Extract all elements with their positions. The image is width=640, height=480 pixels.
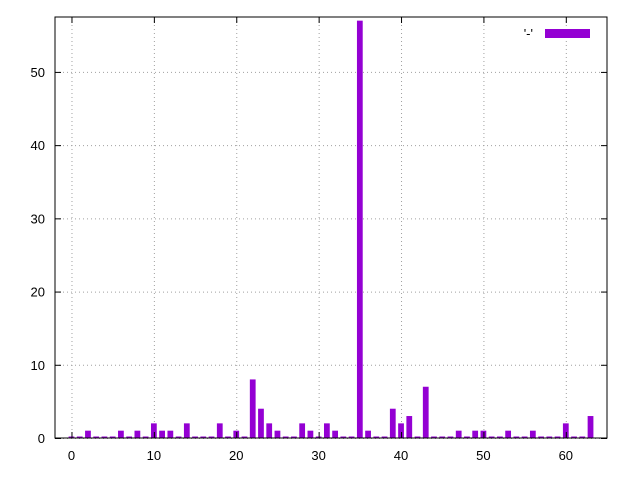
bar [266,423,273,438]
bars [68,20,594,439]
bar [365,430,371,438]
plot-frame [54,16,608,439]
bar [389,408,396,438]
bar [118,430,124,438]
x-tick-label: 50 [476,448,490,463]
bar [472,430,479,438]
y-tick-label: 30 [31,211,45,226]
x-tick-label: 20 [229,448,243,463]
bar [274,430,281,438]
y-tick-label: 0 [38,431,45,446]
x-tick-label: 10 [147,448,161,463]
x-tick-label: 0 [68,448,75,463]
legend-swatch [545,29,590,38]
x-tick-label: 40 [394,448,408,463]
bar [422,386,429,438]
bar [307,430,314,438]
y-tick-label: 40 [31,138,45,153]
bar [323,423,330,438]
bar [134,430,141,438]
x-tick-label: 60 [559,448,573,463]
grid [55,17,607,439]
y-tick-label: 10 [31,358,45,373]
bar [150,423,157,438]
legend-label: '-' [524,26,533,41]
bar [562,423,569,438]
bar [216,423,223,438]
legend: '-' [524,26,590,41]
bar [159,430,165,438]
bar [332,430,339,438]
bar [505,430,512,438]
bar [587,416,594,438]
bar [356,20,363,439]
bar [85,430,91,438]
axis-ticks: 0 10 20 30 40 50 60 0 10 20 30 40 50 [31,17,607,463]
bar [406,416,413,438]
bar [183,423,190,438]
bar [398,423,404,438]
y-tick-label: 20 [31,285,45,300]
bar [233,430,240,438]
bar [258,408,264,438]
y-tick-label: 50 [31,65,45,80]
bar [249,379,256,438]
bar [455,430,462,438]
bar [529,430,536,438]
bar [299,423,306,438]
bar [167,430,174,438]
x-tick-label: 30 [311,448,325,463]
